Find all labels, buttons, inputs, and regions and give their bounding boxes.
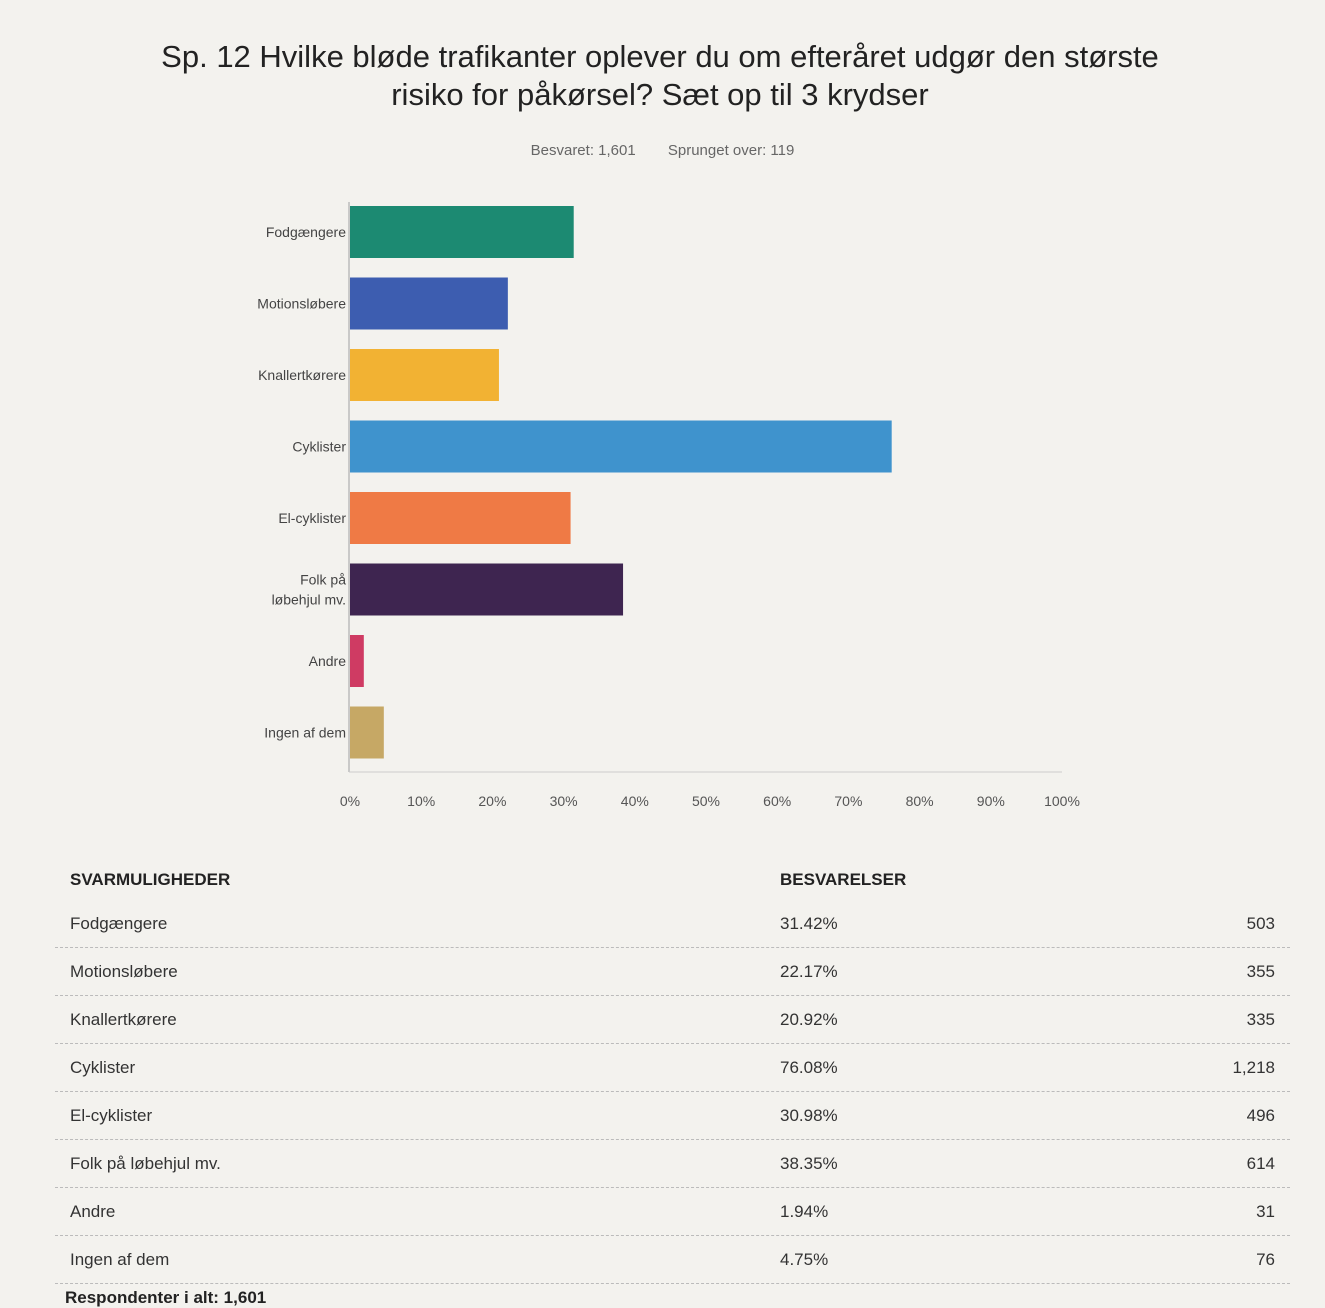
category-label: Andre xyxy=(309,653,347,669)
row-label: Fodgængere xyxy=(70,913,168,933)
table-header: SVARMULIGHEDER BESVARELSER xyxy=(55,860,1290,900)
row-label: Knallertkørere xyxy=(70,1009,177,1029)
bar-7 xyxy=(350,635,364,687)
x-tick-label: 50% xyxy=(692,793,720,809)
row-label: El-cyklister xyxy=(70,1105,153,1125)
table-row: Knallertkørere 20.92% 335 xyxy=(55,996,1290,1044)
row-percent: 30.98% xyxy=(780,1105,838,1125)
row-label: Cyklister xyxy=(70,1057,136,1077)
row-count: 614 xyxy=(1246,1153,1275,1173)
row-percent: 38.35% xyxy=(780,1153,838,1173)
respondents-total: Respondenter i alt: 1,601 xyxy=(65,1288,267,1307)
category-label: Folk på løbehjul mv. xyxy=(272,572,347,608)
bar-chart: Fodgængere Motionsløbere Knallertkørere Cyk… xyxy=(257,202,1080,809)
header-options: SVARMULIGHEDER xyxy=(70,870,231,889)
row-count: 76 xyxy=(1256,1249,1275,1269)
row-count: 335 xyxy=(1246,1009,1275,1029)
category-label: Ingen af dem xyxy=(264,725,346,741)
bar-8 xyxy=(350,706,384,759)
answered-count: Besvaret: 1,601 xyxy=(530,142,636,159)
category-label: Knallertkørere xyxy=(258,367,346,383)
table-row: Ingen af dem 4.75% 76 xyxy=(55,1236,1290,1284)
skipped-count: Sprunget over: 119 xyxy=(667,142,795,159)
bar-3 xyxy=(350,349,499,401)
row-count: 31 xyxy=(1256,1201,1275,1221)
results-table: SVARMULIGHEDER BESVARELSER Fodgængere 31.… xyxy=(55,860,1290,1284)
category-label: Cyklister xyxy=(292,439,346,455)
x-tick-label: 70% xyxy=(834,793,862,809)
row-label: Folk på løbehjul mv. xyxy=(70,1153,221,1173)
x-tick-label: 90% xyxy=(977,793,1005,809)
row-label: Andre xyxy=(70,1201,116,1221)
x-tick-label: 80% xyxy=(906,793,934,809)
row-percent: 31.42% xyxy=(780,913,838,933)
table-row: Motionsløbere 22.17% 355 xyxy=(55,948,1290,996)
row-percent: 20.92% xyxy=(780,1009,838,1029)
table-row: Folk på løbehjul mv. 38.35% 614 xyxy=(55,1140,1290,1188)
x-tick-label: 0% xyxy=(340,793,360,809)
x-tick-label: 100% xyxy=(1044,793,1080,809)
table-row: El-cyklister 30.98% 496 xyxy=(55,1092,1290,1140)
x-tick-label: 30% xyxy=(550,793,578,809)
row-label: Ingen af dem xyxy=(70,1249,170,1269)
category-label: Fodgængere xyxy=(266,224,346,240)
category-label: Motionsløbere xyxy=(257,296,346,312)
bar-1 xyxy=(350,206,574,258)
row-percent: 76.08% xyxy=(780,1057,838,1077)
x-tick-label: 60% xyxy=(763,793,791,809)
bar-4 xyxy=(350,420,892,473)
response-summary: Besvaret: 1,601 Sprunget over: 119 xyxy=(0,142,1325,159)
table-row: Cyklister 76.08% 1,218 xyxy=(55,1044,1290,1092)
table-row: Fodgængere 31.42% 503 xyxy=(55,900,1290,948)
row-percent: 1.94% xyxy=(780,1201,829,1221)
bar-2 xyxy=(350,277,508,330)
bar-5 xyxy=(350,492,571,544)
row-count: 355 xyxy=(1246,961,1275,981)
row-count: 1,218 xyxy=(1232,1057,1275,1077)
chart-title: Sp. 12 Hvilke bløde trafikanter oplever … xyxy=(60,38,1260,114)
x-tick-label: 40% xyxy=(621,793,649,809)
table-body: Fodgængere 31.42% 503 Motionsløbere 22.17% 35… xyxy=(55,900,1290,1284)
table-row: Andre 1.94% 31 xyxy=(55,1188,1290,1236)
row-count: 496 xyxy=(1246,1105,1275,1125)
chart-title-line-2: risiko for påkørsel? Sæt op til 3 krydse… xyxy=(391,77,929,112)
row-percent: 4.75% xyxy=(780,1249,829,1269)
row-count: 503 xyxy=(1246,913,1275,933)
category-label: El-cyklister xyxy=(278,510,346,526)
row-percent: 22.17% xyxy=(780,961,838,981)
header-responses: BESVARELSER xyxy=(780,870,907,889)
x-tick-label: 20% xyxy=(478,793,506,809)
x-tick-label: 10% xyxy=(407,793,435,809)
row-label: Motionsløbere xyxy=(70,961,178,981)
bar-6 xyxy=(350,563,624,616)
chart-title-line-1: Sp. 12 Hvilke bløde trafikanter oplever … xyxy=(161,39,1159,74)
